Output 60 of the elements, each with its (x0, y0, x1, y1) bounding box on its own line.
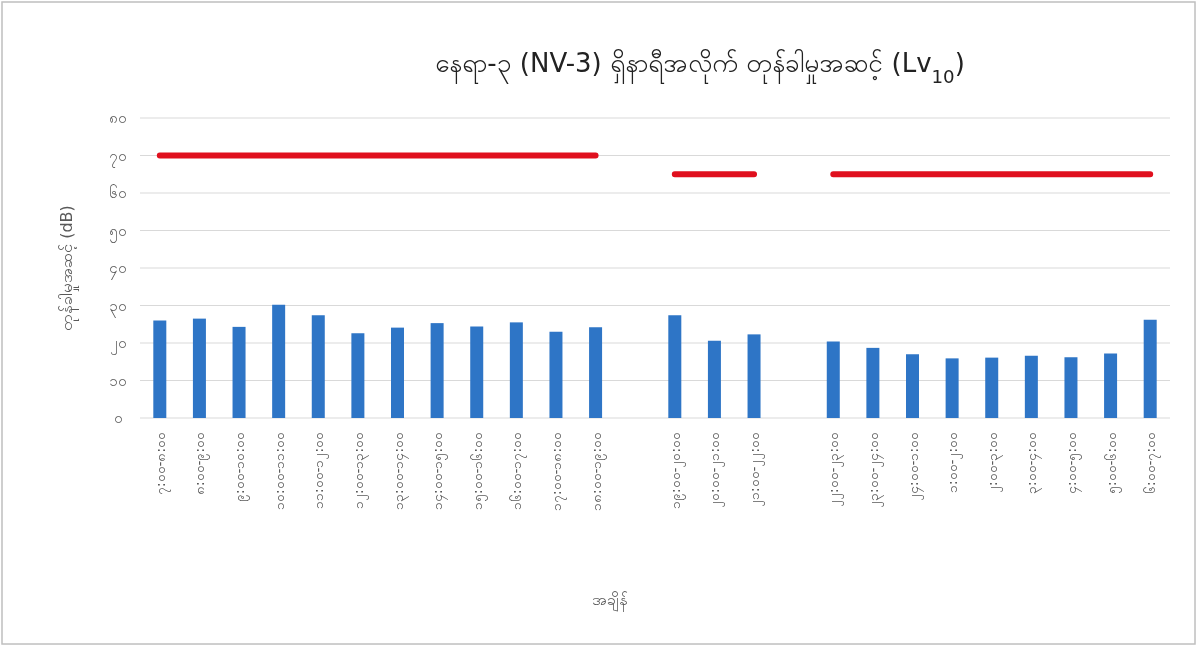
bar (153, 320, 167, 418)
x-tick-label: ၁၂:၀၀-၁၃:၀၀ (349, 432, 369, 509)
y-tick-label: ၃၀ (109, 296, 127, 318)
y-tick-label: ၅၀ (109, 221, 127, 243)
y-tick-label: ၄၀ (109, 259, 127, 280)
x-tick-label: ၂၁:၀၀-၂၂:၀၀ (746, 432, 766, 507)
y-tick-label: ၇၀ (109, 146, 127, 168)
x-tick-label: ၁:၀၀-၂:၀၀ (944, 432, 964, 493)
y-tick-label: ၀ (113, 409, 123, 427)
x-tick-label: ၁၄:၀၀-၁၅:၀၀ (429, 432, 449, 510)
x-tick-label: ၇:၀၀-၈:၀၀ (151, 432, 171, 495)
bar (470, 326, 484, 418)
y-tick-label: ၂၀ (109, 334, 127, 355)
x-tick-label: ၄:၀၀-၅:၀၀ (1062, 432, 1082, 494)
y-tick-label: ၈၀ (109, 109, 127, 127)
x-tick-label: ၈:၀၀-၉:၀၀ (191, 432, 211, 495)
chart-title: နေရာ-၃ (NV-3) ရှိနာရီအလိုက် တုန်ခါမှုအဆင့် (Lv$_{10}$) (435, 48, 965, 87)
x-tick-label: ၁၀:၀၀-၁၁:၀၀ (270, 432, 287, 510)
x-tick-label: ၂၃:၀၀-၂၄:၀၀ (864, 432, 884, 508)
x-tick-label: ၂၄:၀၀-၁:၀၀ (904, 432, 924, 501)
bar (311, 315, 325, 418)
bar (351, 333, 365, 418)
x-tick-label: ၁၁:၀၀-၁၂:၀၀ (310, 432, 330, 509)
x-axis-title: အချိန် (592, 590, 628, 612)
bar (391, 327, 404, 418)
bar (1143, 319, 1157, 418)
bar (945, 358, 959, 418)
bar (866, 347, 880, 418)
bar (707, 340, 721, 418)
x-tick-label: ၁၆:၀၀-၁၇:၀၀ (508, 432, 528, 510)
bar (1024, 355, 1038, 418)
bar (430, 323, 444, 418)
x-tick-label: ၁၈:၀၀-၁၉:၀၀ (587, 432, 607, 511)
y-tick-label: ၆၀ (109, 184, 127, 202)
x-tick-label: ၂:၀၀-၃:၀၀ (983, 432, 1003, 493)
x-tick-label: ၆:၀၀-၇:၀၀ (1142, 432, 1162, 494)
x-tick-label: ၁၇:၀၀-၁၈:၀၀ (547, 432, 567, 511)
bar (589, 327, 603, 418)
bar (192, 318, 206, 418)
bar (985, 357, 999, 418)
bar (549, 331, 563, 418)
bar (747, 334, 761, 418)
bar (232, 326, 246, 418)
y-tick-label: ၁၀ (109, 371, 127, 390)
x-tick-label: ၁၉:၀၀-၂၀:၀၀ (666, 432, 686, 509)
x-tick-label: ၉:၀၀-၁၀:၀၀ (231, 432, 251, 502)
x-tick-label: ၃:၀၀-၄:၀၀ (1023, 432, 1043, 494)
bar (826, 341, 840, 418)
x-tick-label: ၁၃:၀၀-၁၄:၀၀ (389, 432, 409, 510)
bar (906, 354, 919, 418)
bar (1064, 357, 1078, 418)
x-tick-label: ၂၂:၀၀-၂၃:၀၀ (825, 432, 845, 507)
bar (272, 304, 286, 418)
x-tick-label: ၁၅:၀၀-၁၆:၀၀ (468, 432, 488, 510)
y-axis-title: တုန်ခါမှုအဆင့် (dB) (57, 205, 79, 331)
bar (668, 315, 682, 418)
x-tick-label: ၅:၀၀-၆:၀၀ (1102, 432, 1122, 494)
x-tick-label: ၂၀:၀၀-၂၁:၀၀ (706, 432, 726, 508)
bar (509, 322, 523, 418)
bar (1104, 353, 1118, 418)
